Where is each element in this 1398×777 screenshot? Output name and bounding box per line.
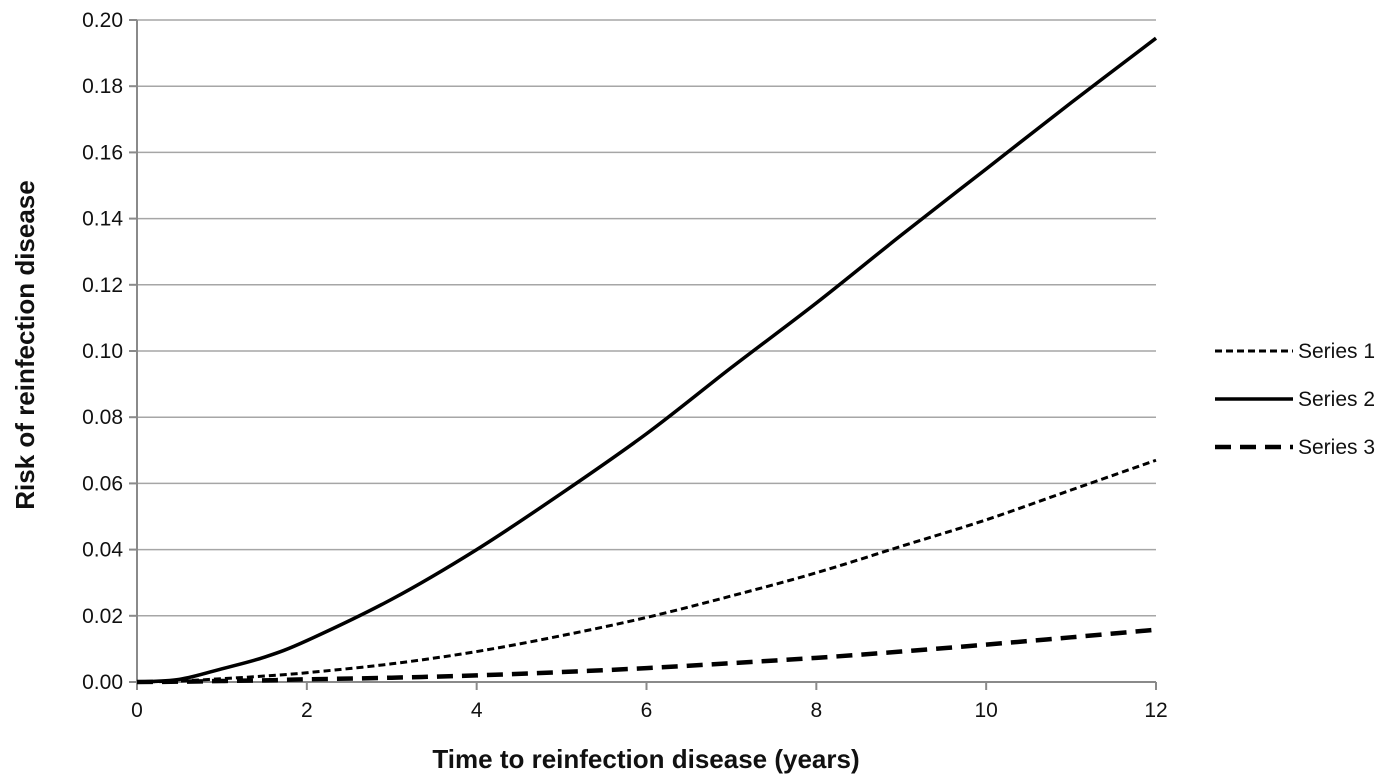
y-tick-label: 0.18 — [82, 75, 123, 98]
x-tick-label: 8 — [810, 699, 822, 722]
legend-item: Series 1 — [1215, 340, 1375, 363]
y-tick-label: 0.02 — [82, 605, 123, 628]
legend-item: Series 2 — [1215, 388, 1375, 411]
y-axis-title: Risk of reinfection disease — [10, 180, 40, 509]
x-tick-label: 4 — [471, 699, 483, 722]
series-line-2 — [136, 36, 1158, 684]
series-lines — [136, 36, 1158, 685]
legend-label: Series 3 — [1298, 436, 1375, 459]
series-line-1 — [136, 458, 1157, 684]
x-tick-label: 0 — [131, 699, 143, 722]
y-tick-label: 0.20 — [82, 9, 123, 32]
series-line-3 — [136, 627, 1157, 685]
legend: Series 1 Series 2 Series 3 — [1215, 340, 1375, 459]
x-tick-label: 12 — [1144, 699, 1167, 722]
x-tick-label: 10 — [974, 699, 997, 722]
y-ticks: 0.00 0.02 0.04 0.06 0.08 0.10 0.12 0.14 0.16 0.18… — [82, 9, 137, 694]
grid — [137, 19, 1156, 617]
x-tick-label: 6 — [641, 699, 653, 722]
legend-item: Series 3 — [1215, 436, 1375, 459]
y-tick-label: 0.08 — [82, 406, 123, 429]
y-tick-label: 0.00 — [82, 671, 123, 694]
x-axis-title: Time to reinfection disease (years) — [432, 744, 859, 774]
y-tick-label: 0.14 — [82, 208, 123, 231]
y-tick-label: 0.06 — [82, 472, 123, 495]
legend-label: Series 2 — [1298, 388, 1375, 411]
x-tick-label: 2 — [301, 699, 313, 722]
y-tick-label: 0.04 — [82, 539, 123, 562]
y-tick-label: 0.16 — [82, 141, 123, 164]
legend-label: Series 1 — [1298, 340, 1375, 363]
x-ticks: 0 2 4 6 8 10 12 — [131, 682, 1168, 722]
y-tick-label: 0.12 — [82, 274, 123, 297]
y-tick-label: 0.10 — [82, 340, 123, 363]
